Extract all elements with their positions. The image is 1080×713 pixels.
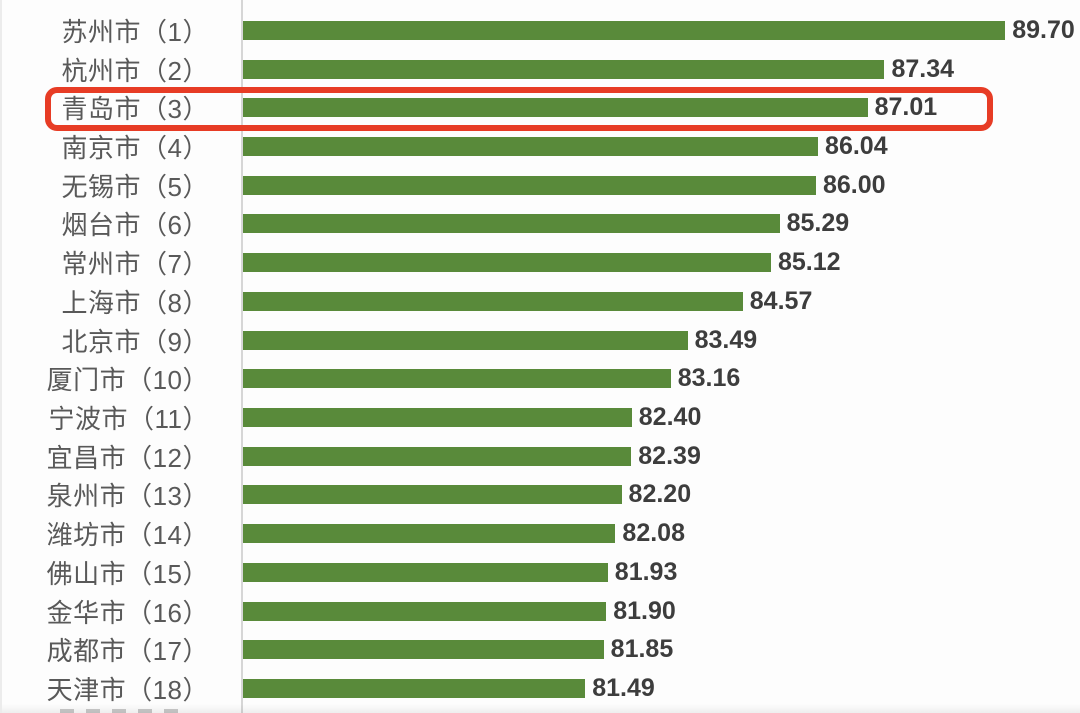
bar-area: 86.00: [243, 166, 1080, 205]
category-label: 无锡市（5）: [61, 171, 209, 202]
bar-area: 82.08: [243, 514, 1080, 553]
bar: [243, 20, 1006, 40]
bar: [243, 214, 780, 234]
bar-value-label: 81.49: [592, 674, 655, 703]
bar-value-label: 81.85: [610, 635, 674, 664]
bar-area: 86.04: [243, 127, 1080, 166]
category-label: 青岛市（3）: [61, 94, 209, 125]
bar-row: 成都市（17） 81.85: [2, 631, 1080, 670]
category-label: 北京市（9）: [61, 326, 209, 357]
bar-area: 85.12: [243, 243, 1080, 282]
bar-row: 常州市（7） 85.12: [2, 243, 1080, 282]
bar-area: 81.93: [243, 553, 1080, 592]
bar-row: 佛山市（15） 81.93: [2, 553, 1080, 592]
bar-value-label: 86.04: [825, 132, 888, 161]
bar-row: 青岛市（3） 87.01: [2, 88, 1080, 127]
bar-value-label: 84.57: [749, 286, 813, 315]
bar-row: 厦门市（10） 83.16: [2, 359, 1080, 398]
bar-rows: 苏州市（1） 89.70 杭州市（2） 87.34 青岛市（3） 87.01 南…: [2, 11, 1080, 708]
bar-row: 南京市（4） 86.04: [2, 127, 1080, 166]
bar-row: 宁波市（11） 82.40: [2, 398, 1080, 437]
bar-value-label: 87.34: [891, 54, 955, 83]
bar: [243, 524, 616, 544]
category-label: 厦门市（10）: [46, 365, 209, 396]
bar: [243, 485, 622, 505]
bar-row: 宜昌市（12） 82.39: [2, 437, 1080, 476]
bar-row: 烟台市（6） 85.29: [2, 205, 1080, 244]
category-label: 南京市（4）: [61, 133, 209, 164]
bar: [243, 98, 868, 118]
bar-row: 金华市（16） 81.90: [2, 592, 1080, 631]
bar-area: 82.20: [243, 476, 1080, 515]
bar-area: 83.16: [243, 359, 1080, 398]
category-label: 金华市（16）: [46, 597, 209, 628]
bar-value-label: 83.16: [677, 364, 741, 393]
category-label: 宁波市（11）: [48, 404, 209, 435]
bar-row: 北京市（9） 83.49: [2, 321, 1080, 360]
bar-area: 81.85: [243, 631, 1080, 670]
bar-area: 87.01: [243, 88, 1080, 127]
bar-value-label: 85.29: [786, 209, 850, 238]
cutoff-row-hint: [60, 709, 178, 713]
bar-area: 87.34: [243, 50, 1080, 89]
category-label: 烟台市（6）: [61, 210, 209, 241]
category-label: 泉州市（13）: [46, 481, 209, 512]
y-axis-line: [241, 0, 243, 713]
bar-row: 杭州市（2） 87.34: [2, 50, 1080, 89]
bar: [243, 562, 608, 582]
category-label: 成都市（17）: [46, 636, 209, 667]
bar-row: 泉州市（13） 82.20: [2, 476, 1080, 515]
category-label: 苏州市（1）: [61, 16, 209, 47]
bar-row: 苏州市（1） 89.70: [2, 11, 1080, 50]
bar-value-label: 83.49: [694, 325, 758, 354]
bar: [243, 253, 771, 273]
bar: [243, 175, 816, 195]
bar-value-label: 86.00: [822, 170, 886, 199]
bar: [243, 408, 632, 428]
bar: [243, 446, 632, 466]
bar-area: 85.29: [243, 205, 1080, 244]
bar-value-label: 82.20: [628, 480, 692, 509]
bar: [243, 330, 688, 350]
bar-row: 无锡市（5） 86.00: [2, 166, 1080, 205]
bar: [243, 601, 607, 621]
bar-value-label: 87.01: [874, 93, 938, 122]
bar-value-label: 82.40: [638, 403, 702, 432]
bar: [243, 137, 819, 157]
bar-value-label: 81.93: [614, 557, 678, 586]
bar-value-label: 81.90: [613, 596, 676, 625]
category-label: 佛山市（15）: [46, 558, 209, 589]
category-label: 上海市（8）: [61, 287, 209, 318]
category-label: 天津市（18）: [46, 675, 209, 706]
category-label: 潍坊市（14）: [46, 520, 209, 551]
bar-area: 81.90: [243, 592, 1080, 631]
bar-area: 82.40: [243, 398, 1080, 437]
category-label: 常州市（7）: [61, 249, 209, 280]
bar-area: 89.70: [243, 11, 1080, 50]
bar: [243, 59, 885, 79]
bar-area: 84.57: [243, 282, 1080, 321]
bar-row: 天津市（18） 81.49: [2, 669, 1080, 708]
bottom-edge-shadow: [2, 704, 1080, 713]
bar-value-label: 85.12: [777, 248, 841, 277]
bar-value-label: 89.70: [1012, 15, 1075, 44]
bar-value-label: 82.08: [622, 519, 685, 548]
category-label: 杭州市（2）: [61, 55, 209, 86]
bar-row: 上海市（8） 84.57: [2, 282, 1080, 321]
bar: [243, 640, 604, 660]
bar-row: 潍坊市（14） 82.08: [2, 514, 1080, 553]
bar-area: 82.39: [243, 437, 1080, 476]
bar-value-label: 82.39: [638, 441, 701, 470]
bar: [243, 369, 671, 389]
category-label: 宜昌市（12）: [46, 442, 209, 473]
bar: [243, 291, 743, 311]
bar-area: 81.49: [243, 669, 1080, 708]
bar-area: 83.49: [243, 321, 1080, 360]
bar: [243, 679, 586, 699]
